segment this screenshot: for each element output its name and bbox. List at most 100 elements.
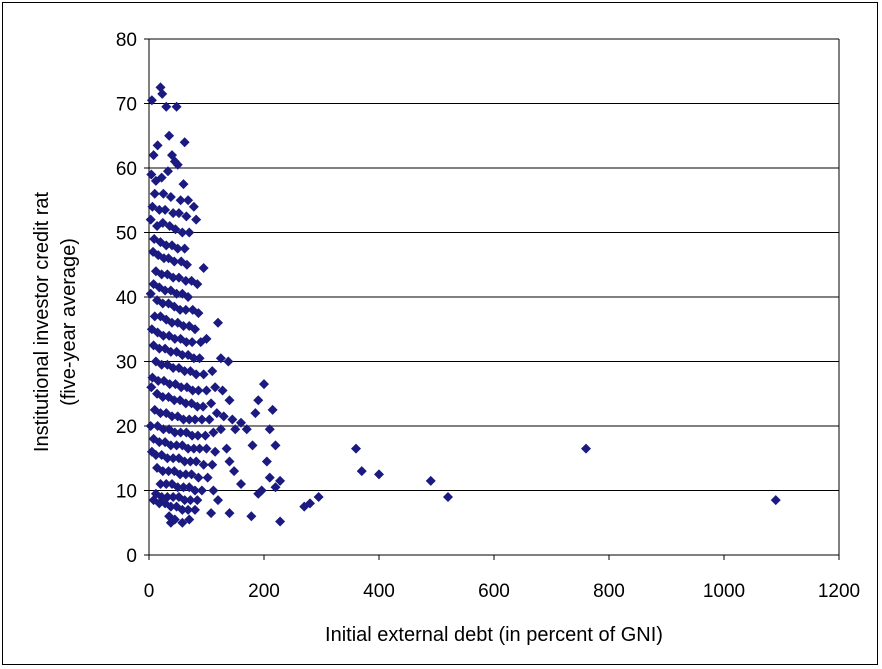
data-point — [223, 356, 234, 367]
data-point — [153, 250, 164, 261]
data-point — [213, 317, 223, 328]
data-point — [183, 195, 194, 206]
data-point — [224, 456, 235, 467]
data-point — [171, 288, 182, 299]
data-point — [162, 166, 173, 177]
data-point — [202, 472, 213, 483]
data-point — [201, 333, 212, 344]
data-point — [201, 443, 212, 454]
data-point — [184, 414, 195, 425]
data-point — [188, 201, 199, 212]
data-point — [190, 504, 200, 515]
data-point — [145, 421, 156, 431]
data-point — [150, 450, 161, 461]
data-point — [168, 272, 179, 283]
data-point — [236, 417, 246, 428]
data-point — [183, 443, 194, 454]
data-points — [145, 82, 781, 528]
data-point — [196, 485, 207, 496]
data-point — [192, 430, 203, 441]
data-point — [164, 130, 175, 141]
y-tick-label-30: 30 — [116, 353, 137, 374]
data-point — [169, 256, 180, 267]
data-point — [147, 201, 158, 212]
data-point — [193, 472, 204, 483]
y-axis-title-line2: (five-year average) — [58, 238, 80, 406]
data-point — [149, 188, 160, 199]
data-point — [188, 353, 199, 364]
data-point — [168, 491, 179, 502]
data-point — [172, 482, 183, 493]
data-point — [206, 508, 217, 519]
data-point — [177, 517, 188, 528]
data-point — [173, 272, 184, 283]
data-point — [158, 330, 169, 341]
data-point — [179, 137, 190, 148]
data-point — [180, 304, 191, 315]
data-point — [172, 159, 183, 170]
data-point — [183, 504, 194, 515]
data-point — [180, 469, 191, 480]
data-point — [154, 498, 165, 509]
data-point — [145, 214, 156, 225]
data-point — [193, 308, 204, 319]
data-point — [163, 466, 174, 477]
data-point — [177, 227, 188, 238]
data-point — [186, 469, 197, 480]
data-point — [208, 427, 219, 438]
data-point — [187, 337, 198, 348]
axes — [144, 38, 840, 560]
data-point — [425, 475, 436, 486]
data-point — [165, 192, 176, 203]
data-point — [175, 304, 186, 315]
data-point — [181, 211, 192, 222]
data-point — [164, 379, 175, 390]
data-point — [188, 443, 199, 454]
data-point — [187, 430, 198, 441]
data-point — [259, 379, 269, 390]
data-point — [204, 414, 215, 425]
data-point — [374, 469, 384, 480]
data-point — [158, 424, 169, 435]
data-point — [211, 408, 222, 419]
data-point — [153, 375, 164, 386]
data-point — [171, 440, 182, 451]
data-point — [275, 475, 286, 486]
data-point — [215, 353, 226, 364]
data-point — [185, 495, 196, 506]
data-point — [177, 504, 188, 515]
data-point — [356, 466, 367, 477]
data-point — [165, 517, 176, 528]
data-point — [146, 95, 157, 106]
data-point — [167, 411, 177, 422]
data-point — [313, 491, 324, 502]
x-tick-label-400: 400 — [363, 581, 395, 602]
data-point — [190, 485, 200, 496]
data-point — [241, 424, 252, 435]
x-tick-label-0: 0 — [144, 581, 155, 602]
data-point — [270, 482, 281, 493]
data-point — [154, 204, 165, 215]
y-tick-label-10: 10 — [116, 482, 137, 503]
data-point — [227, 414, 238, 425]
data-point — [351, 443, 361, 454]
data-point — [250, 408, 261, 419]
data-point — [156, 172, 167, 183]
data-point — [224, 395, 235, 406]
y-axis-title-line1: Institutional investor credit rat — [31, 192, 53, 453]
y-tick-label-50: 50 — [116, 224, 137, 245]
data-point — [206, 398, 217, 409]
data-point — [157, 391, 168, 402]
data-point — [178, 179, 189, 190]
data-point — [145, 288, 156, 299]
data-point — [154, 437, 165, 448]
data-point — [210, 446, 221, 457]
data-point — [770, 495, 781, 506]
data-point — [178, 414, 189, 425]
data-point — [192, 279, 203, 290]
data-point — [198, 459, 209, 470]
data-point — [253, 488, 264, 499]
data-point — [275, 516, 286, 527]
